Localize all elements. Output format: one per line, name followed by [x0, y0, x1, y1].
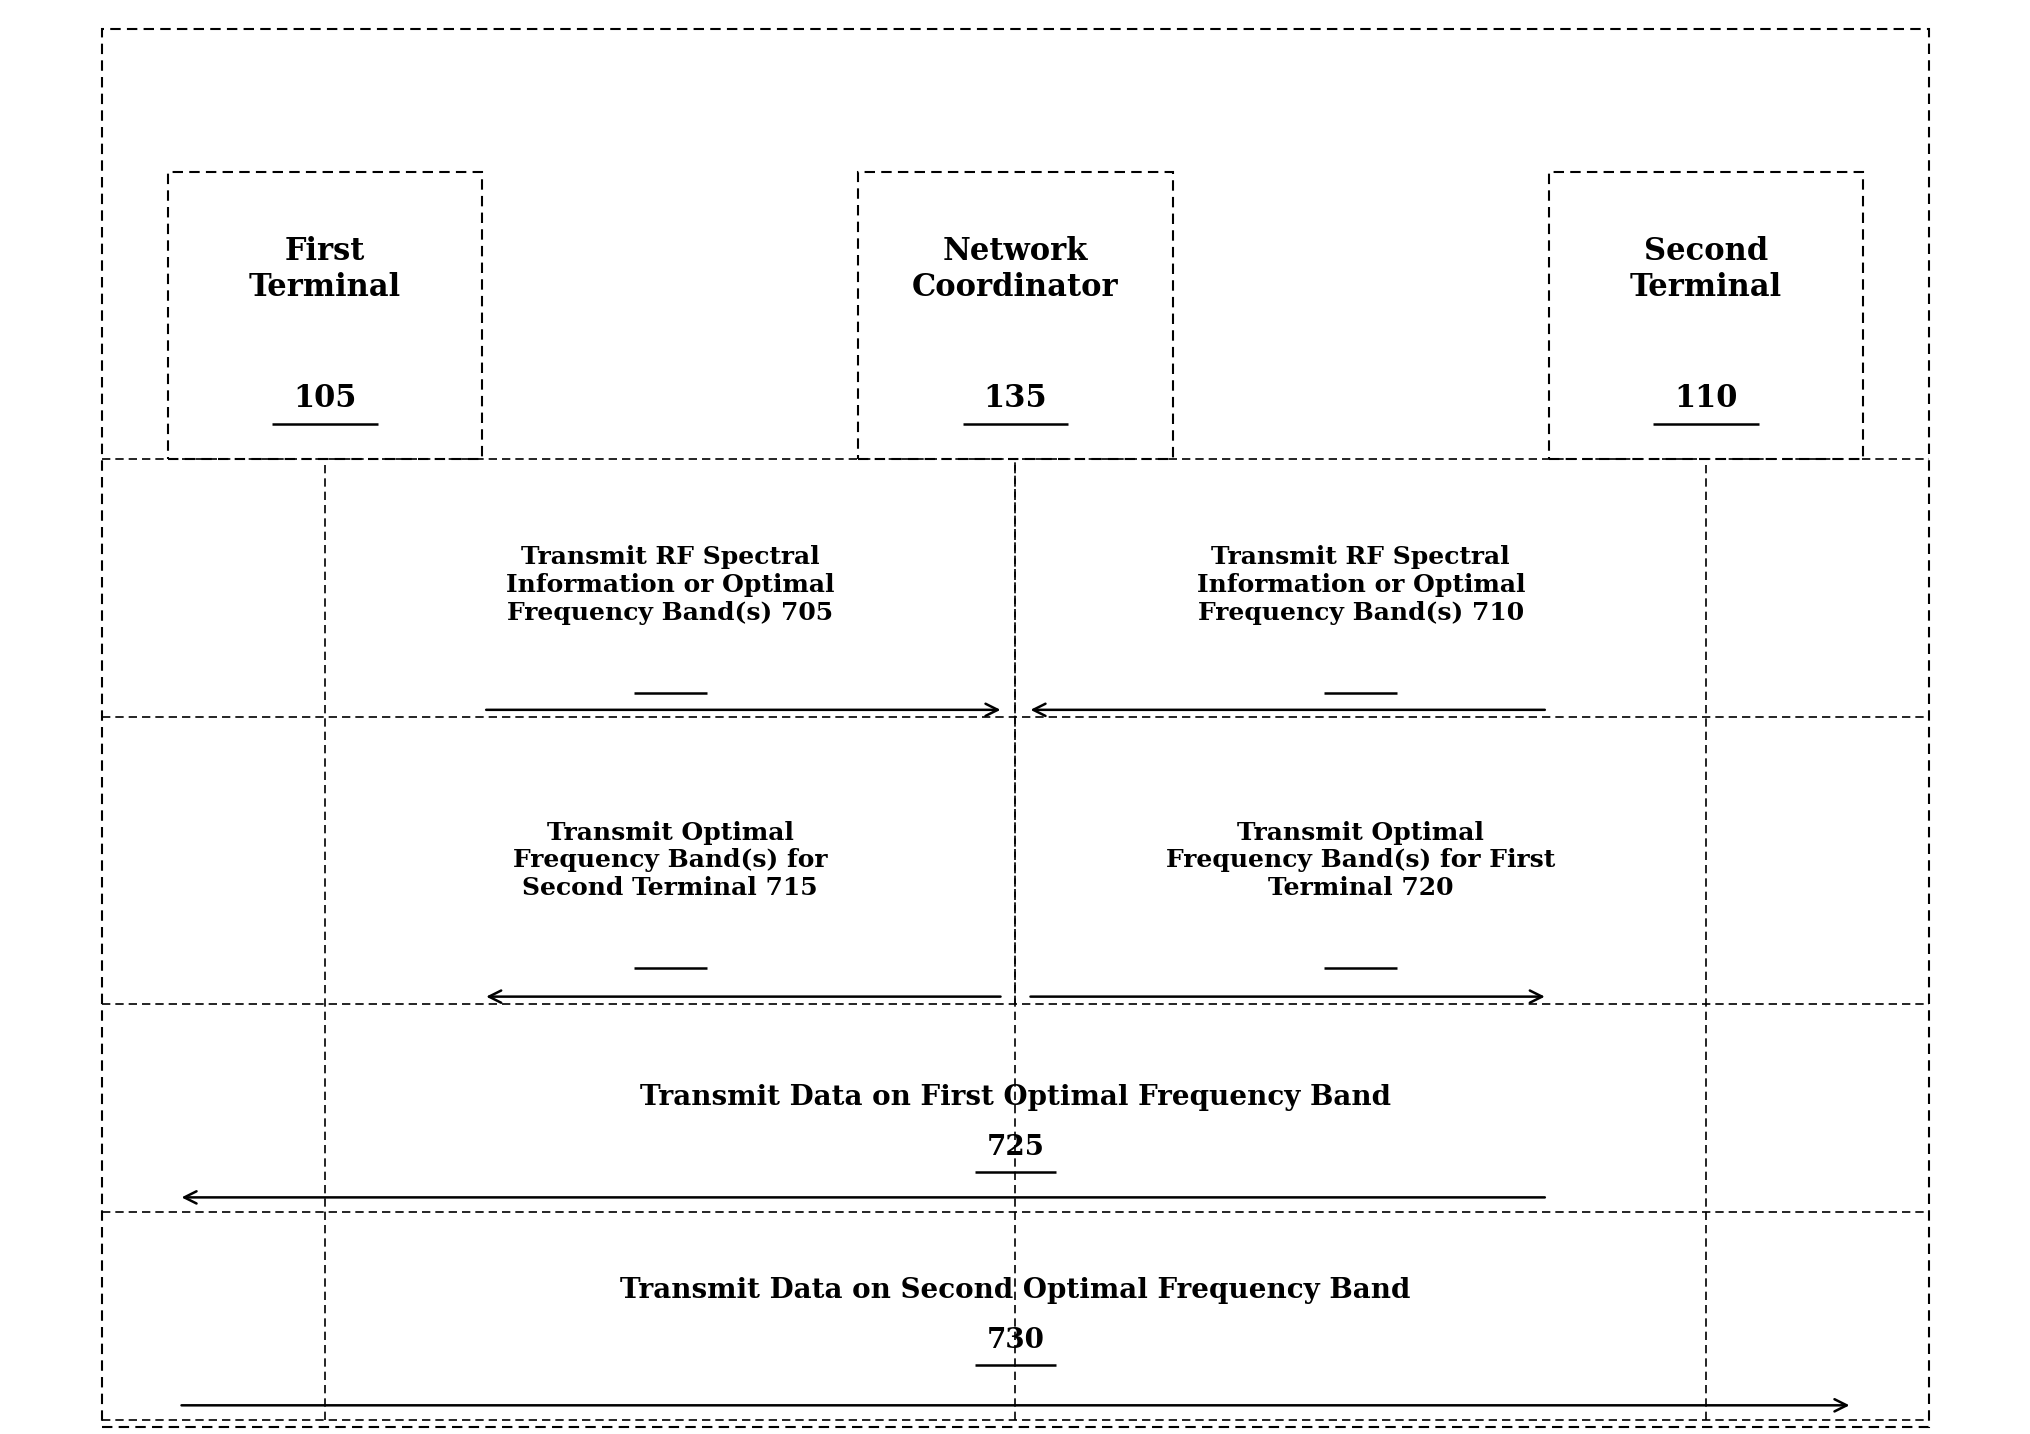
FancyBboxPatch shape — [857, 172, 1173, 459]
Text: Transmit Optimal
Frequency Band(s) for First
Terminal 720: Transmit Optimal Frequency Band(s) for F… — [1165, 820, 1555, 901]
Text: First
Terminal: First Terminal — [250, 237, 400, 303]
Text: Transmit RF Spectral
Information or Optimal
Frequency Band(s) 710: Transmit RF Spectral Information or Opti… — [1196, 545, 1525, 625]
Text: Second
Terminal: Second Terminal — [1630, 237, 1780, 303]
Text: 110: 110 — [1673, 383, 1738, 414]
Text: 135: 135 — [983, 383, 1047, 414]
Text: 105: 105 — [292, 383, 357, 414]
FancyBboxPatch shape — [1547, 172, 1862, 459]
Text: Network
Coordinator: Network Coordinator — [911, 237, 1119, 303]
Text: 730: 730 — [987, 1328, 1043, 1354]
Text: 725: 725 — [987, 1134, 1043, 1160]
Text: Transmit RF Spectral
Information or Optimal
Frequency Band(s) 705: Transmit RF Spectral Information or Opti… — [505, 545, 834, 625]
Text: Transmit Optimal
Frequency Band(s) for
Second Terminal 715: Transmit Optimal Frequency Band(s) for S… — [514, 820, 826, 901]
FancyBboxPatch shape — [102, 29, 1928, 1427]
Text: Transmit Data on First Optimal Frequency Band: Transmit Data on First Optimal Frequency… — [639, 1084, 1391, 1110]
Text: Transmit Data on Second Optimal Frequency Band: Transmit Data on Second Optimal Frequenc… — [619, 1278, 1411, 1304]
FancyBboxPatch shape — [166, 172, 481, 459]
